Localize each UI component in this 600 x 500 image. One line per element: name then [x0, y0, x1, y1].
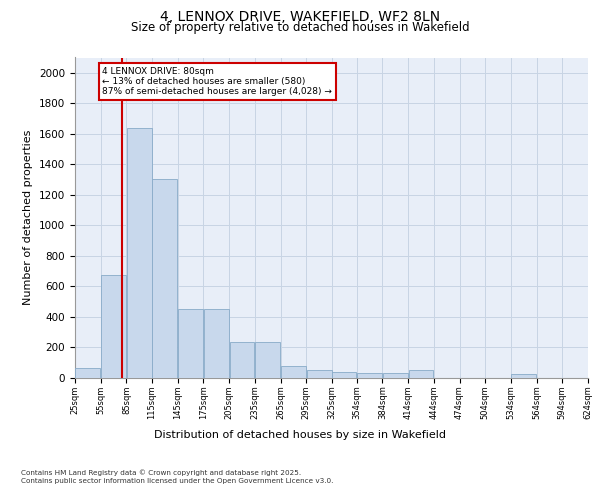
Bar: [230, 342, 254, 378]
Bar: [281, 366, 306, 378]
Bar: [204, 309, 229, 378]
Text: Contains public sector information licensed under the Open Government Licence v3: Contains public sector information licen…: [21, 478, 334, 484]
Y-axis label: Number of detached properties: Number of detached properties: [23, 130, 34, 305]
Text: Size of property relative to detached houses in Wakefield: Size of property relative to detached ho…: [131, 21, 469, 34]
Bar: [178, 309, 203, 378]
Bar: [255, 342, 280, 378]
Text: Contains HM Land Registry data © Crown copyright and database right 2025.: Contains HM Land Registry data © Crown c…: [21, 470, 301, 476]
Bar: [101, 276, 126, 378]
Bar: [127, 128, 152, 378]
Text: 4 LENNOX DRIVE: 80sqm
← 13% of detached houses are smaller (580)
87% of semi-det: 4 LENNOX DRIVE: 80sqm ← 13% of detached …: [103, 66, 332, 96]
Bar: [332, 372, 356, 378]
Bar: [511, 374, 536, 378]
Bar: [307, 370, 332, 378]
Bar: [76, 368, 100, 378]
Text: 4, LENNOX DRIVE, WAKEFIELD, WF2 8LN: 4, LENNOX DRIVE, WAKEFIELD, WF2 8LN: [160, 10, 440, 24]
Bar: [409, 370, 433, 378]
Bar: [357, 373, 382, 378]
Bar: [383, 373, 408, 378]
Text: Distribution of detached houses by size in Wakefield: Distribution of detached houses by size …: [154, 430, 446, 440]
Bar: [152, 180, 178, 378]
